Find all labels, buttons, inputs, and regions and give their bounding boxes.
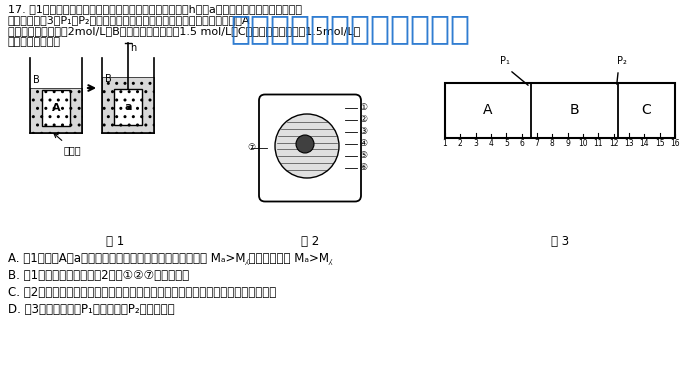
Text: D. 图3实验开始时，P₁将向右移，P₂也向右移动: D. 图3实验开始时，P₁将向右移，P₂也向右移动 xyxy=(8,303,174,316)
Text: 图 3: 图 3 xyxy=(551,235,569,248)
Text: 8: 8 xyxy=(550,139,554,148)
Text: ②: ② xyxy=(359,115,367,124)
Text: C. 图2细胞此时浸润在一定浓度的蔗糖溶液中，则外界溶液浓度一定大于细胞液浓度: C. 图2细胞此时浸润在一定浓度的蔗糖溶液中，则外界溶液浓度一定大于细胞液浓度 xyxy=(8,286,276,299)
Text: 6: 6 xyxy=(519,139,524,148)
Bar xyxy=(102,77,154,133)
Text: 14: 14 xyxy=(640,139,649,148)
Text: 室内蔗糖溶液浓度为2mol/L，B室内蔗糖溶液浓度为1.5 mol/L，C室内蔗糖溶液浓度为1.5mol/L。: 室内蔗糖溶液浓度为2mol/L，B室内蔗糖溶液浓度为1.5 mol/L，C室内蔗… xyxy=(8,26,360,36)
Text: 1: 1 xyxy=(442,139,447,148)
Text: ⑥: ⑥ xyxy=(359,164,367,173)
Text: 7: 7 xyxy=(535,139,540,148)
Text: 4: 4 xyxy=(489,139,493,148)
Text: A. 图1中如果A、a均为蔗糖溶液，则开始时浓度大小关系为 Mₐ>M⁁，达到平衡后 Mₐ>M⁁: A. 图1中如果A、a均为蔗糖溶液，则开始时浓度大小关系为 Mₐ>M⁁，达到平衡… xyxy=(8,252,332,265)
Text: A: A xyxy=(52,103,60,113)
Text: B: B xyxy=(33,75,40,85)
Text: 16: 16 xyxy=(670,139,680,148)
Bar xyxy=(42,90,70,126)
Text: 15: 15 xyxy=(655,139,664,148)
Text: 10: 10 xyxy=(578,139,588,148)
Text: 片叶细胞，图3中P₁、P₂与半透膜成的结构；且在图中所示的小室可以滑动。A: 片叶细胞，图3中P₁、P₂与半透膜成的结构；且在图中所示的小室可以滑动。A xyxy=(8,15,251,25)
Bar xyxy=(30,88,82,133)
Text: P₁: P₁ xyxy=(500,56,510,66)
Bar xyxy=(113,89,142,124)
Text: 半透膜: 半透膜 xyxy=(54,133,82,155)
Text: 17. 图1表示渗透作用装置，一段时间后液面上升的高度为h。图a是处于质量分离状态的洋葱鸞: 17. 图1表示渗透作用装置，一段时间后液面上升的高度为h。图a是处于质量分离状… xyxy=(8,4,302,14)
Text: ①: ① xyxy=(359,103,367,112)
Text: ③: ③ xyxy=(359,127,367,136)
Text: B: B xyxy=(570,103,579,117)
Text: 13: 13 xyxy=(624,139,634,148)
Text: ⑦: ⑦ xyxy=(247,144,255,153)
Text: 下列叙述正确的是: 下列叙述正确的是 xyxy=(8,37,61,47)
Text: P₂: P₂ xyxy=(617,56,627,66)
Circle shape xyxy=(296,135,314,153)
Text: 图 1: 图 1 xyxy=(106,235,124,248)
Text: ④: ④ xyxy=(359,139,367,149)
Text: 图 2: 图 2 xyxy=(301,235,319,248)
Text: 5: 5 xyxy=(504,139,509,148)
Text: ⑤: ⑤ xyxy=(359,152,367,161)
Bar xyxy=(445,83,675,138)
FancyBboxPatch shape xyxy=(259,94,361,202)
Text: 3: 3 xyxy=(473,139,478,148)
Text: h: h xyxy=(130,43,136,53)
Text: 9: 9 xyxy=(565,139,570,148)
Text: B. 图1中的半透膜相当于图2中的①②⑦组成的结构: B. 图1中的半透膜相当于图2中的①②⑦组成的结构 xyxy=(8,269,189,282)
Text: C: C xyxy=(641,103,651,117)
Text: B: B xyxy=(105,74,112,83)
Text: a: a xyxy=(125,102,132,112)
Text: 2: 2 xyxy=(458,139,463,148)
Text: A: A xyxy=(484,103,493,117)
Text: 微信公众号关注：趣找答案: 微信公众号关注：趣找答案 xyxy=(230,12,470,45)
Circle shape xyxy=(275,114,339,178)
Text: 11: 11 xyxy=(594,139,603,148)
Text: 12: 12 xyxy=(609,139,618,148)
